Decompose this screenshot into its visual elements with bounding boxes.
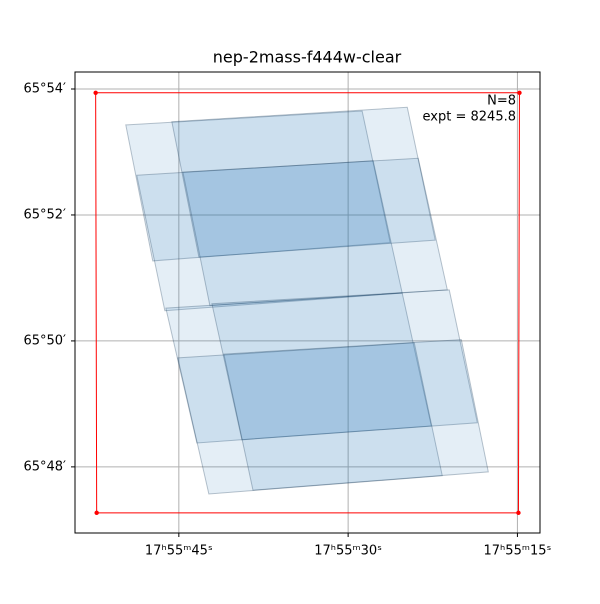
y-tick-label: 65°54′ <box>23 82 66 97</box>
region-vertex <box>93 90 98 95</box>
footprint <box>211 289 478 441</box>
footprint <box>182 157 448 307</box>
annotation: N=8 <box>487 94 516 109</box>
annotation: expt = 8245.8 <box>423 110 516 125</box>
x-tick-label: 17ʰ55ᵐ15ˢ <box>484 544 552 559</box>
footprint <box>177 342 443 495</box>
y-tick-label: 65°52′ <box>23 207 66 222</box>
footprint <box>223 339 489 491</box>
footprint <box>171 106 436 258</box>
chart-title: nep-2mass-f444w-clear <box>213 48 402 67</box>
region-vertex <box>517 90 522 95</box>
footprint <box>125 110 391 262</box>
y-tick-label: 65°48′ <box>23 459 66 474</box>
footprint <box>165 292 432 444</box>
y-tick-label: 65°50′ <box>23 333 66 348</box>
footprint <box>136 160 403 312</box>
region-vertex <box>94 510 99 516</box>
plot-frame <box>74 71 541 534</box>
region-vertex <box>516 510 521 516</box>
x-tick-label: 17ʰ55ᵐ45ˢ <box>145 544 213 559</box>
x-tick-label: 17ʰ55ᵐ30ˢ <box>314 544 382 559</box>
